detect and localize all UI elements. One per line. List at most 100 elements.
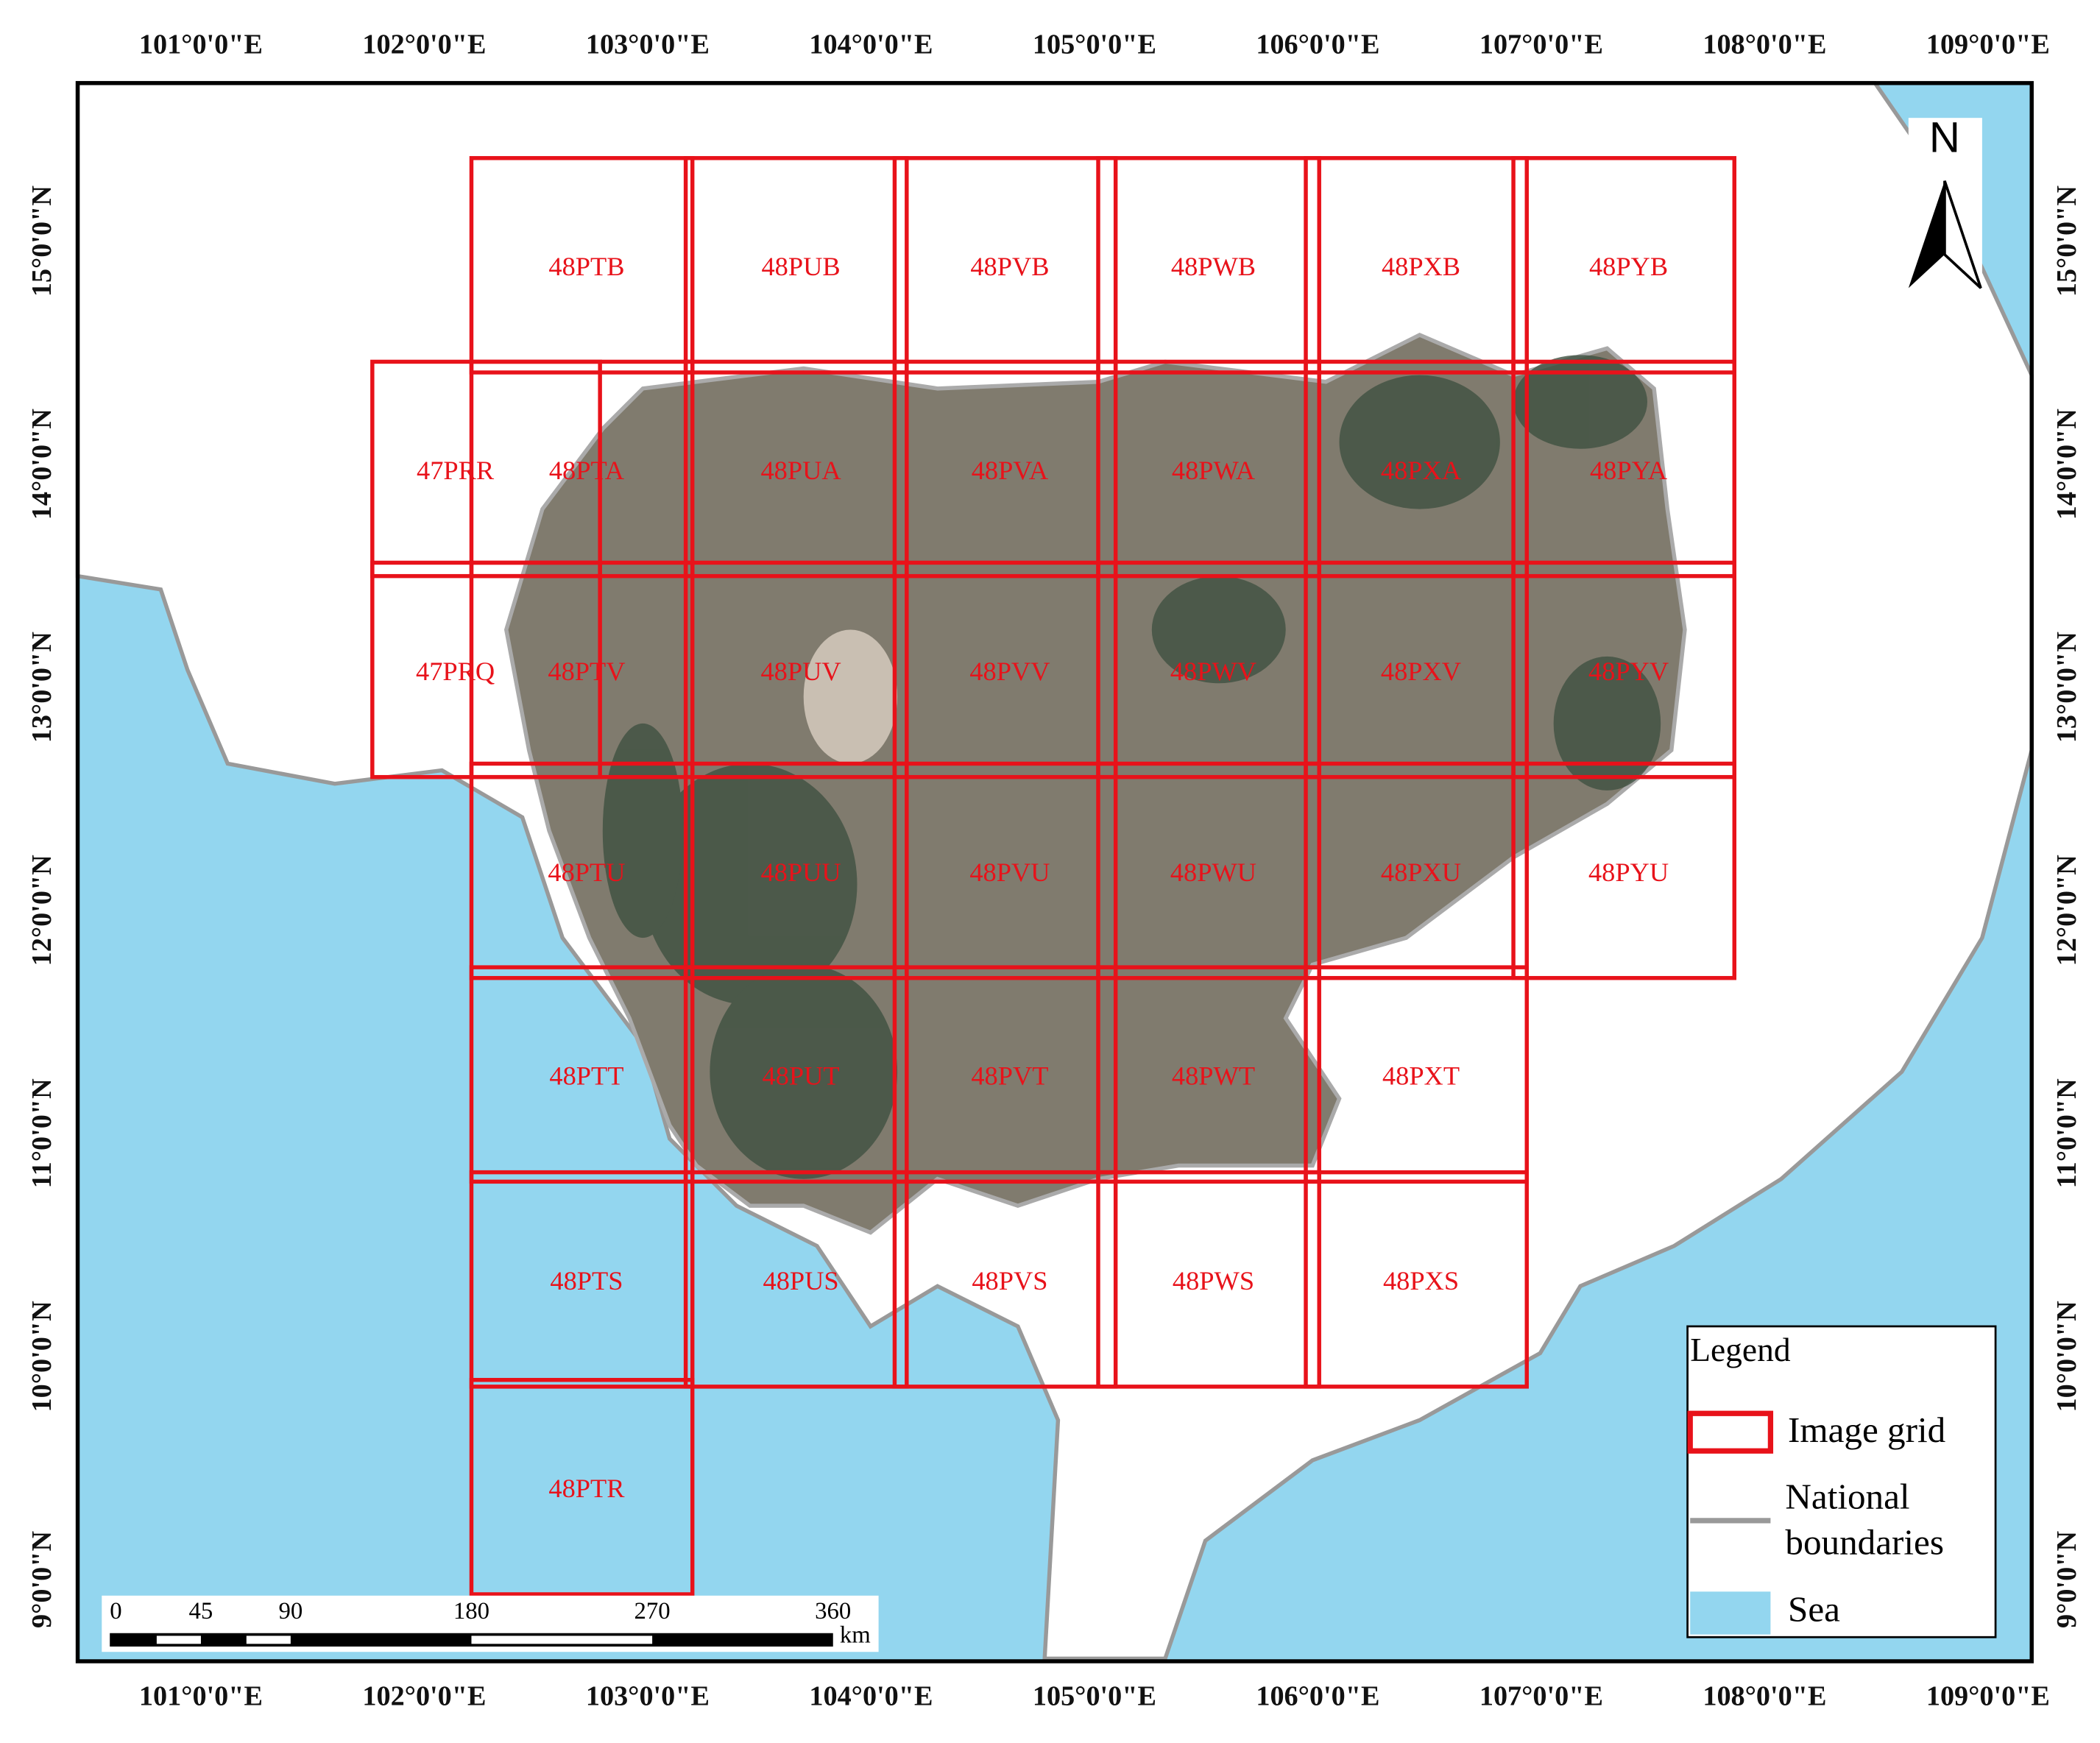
lat-label: 14°0'0"N — [2051, 409, 2082, 520]
image-grid-cell — [892, 1170, 1118, 1389]
scale-label: 45 — [189, 1598, 213, 1624]
tile-label: 48PWU — [1170, 858, 1256, 887]
lon-label: 106°0'0"E — [1256, 29, 1379, 60]
image-grid-cell — [1511, 560, 1737, 779]
lon-label: 105°0'0"E — [1033, 29, 1156, 60]
image-grid-cell — [469, 560, 695, 779]
scale-label: 90 — [278, 1598, 303, 1624]
image-grid-cell — [1304, 359, 1529, 579]
lat-label: 13°0'0"N — [2051, 632, 2082, 743]
lon-label: 105°0'0"E — [1033, 1681, 1156, 1712]
legend-item: Sea — [1788, 1589, 1840, 1630]
tile-label: 48PTT — [549, 1061, 623, 1091]
image-grid-cell — [892, 359, 1118, 579]
lat-label: 10°0'0"N — [2051, 1301, 2082, 1413]
tile-label: 48PXA — [1381, 456, 1461, 485]
tile-label: 48PYA — [1590, 456, 1667, 485]
tile-label: 48PYV — [1588, 657, 1669, 686]
lat-label: 13°0'0"N — [26, 632, 57, 743]
tile-label: 47PRR — [417, 456, 495, 485]
tile-label: 48PUT — [763, 1061, 840, 1091]
tile-label: 48PVT — [971, 1061, 1048, 1091]
scale-label: 360 — [815, 1598, 851, 1624]
lat-label: 12°0'0"N — [2051, 855, 2082, 966]
tile-label: 48PVB — [970, 252, 1049, 281]
lon-label: 108°0'0"E — [1703, 1681, 1826, 1712]
image-grid-cell — [469, 761, 695, 980]
lon-label: 102°0'0"E — [362, 1681, 486, 1712]
tile-label: 48PTS — [550, 1266, 623, 1295]
image-grid-cell — [469, 965, 695, 1184]
tile-label: 48PUU — [761, 858, 841, 887]
legend: Legend Image grid National boundaries Se… — [1686, 1325, 1997, 1638]
lon-label: 103°0'0"E — [586, 29, 710, 60]
tile-label: 48PTU — [548, 858, 625, 887]
tile-label: 48PWT — [1172, 1061, 1255, 1091]
tile-label: 48PVV — [969, 657, 1050, 686]
tile-label: 48PTR — [548, 1474, 625, 1503]
image-grid-cell — [683, 359, 909, 579]
tile-label: 47PRQ — [416, 657, 495, 686]
tile-label: 48PVS — [972, 1266, 1047, 1295]
scale-unit: km — [840, 1622, 871, 1649]
tile-label: 48PXU — [1381, 858, 1461, 887]
image-grid-cell — [892, 560, 1118, 779]
image-grid-cell — [1304, 156, 1529, 375]
image-grid-cell — [892, 965, 1118, 1184]
image-grid-cell — [1511, 156, 1737, 375]
tile-label: 48PTV — [548, 657, 625, 686]
lon-label: 107°0'0"E — [1479, 1681, 1603, 1712]
lat-label: 14°0'0"N — [26, 409, 57, 520]
tile-label: 48PXB — [1382, 252, 1460, 281]
image-grid-cell — [1096, 156, 1321, 375]
tile-label: 48PTB — [548, 252, 624, 281]
scale-label: 180 — [453, 1598, 489, 1624]
image-grid-cell — [1304, 761, 1529, 980]
lon-label: 109°0'0"E — [1926, 1681, 2050, 1712]
lat-label: 9°0'0"N — [2051, 1531, 2082, 1628]
tile-label: 48PYU — [1588, 858, 1669, 887]
lon-label: 107°0'0"E — [1479, 29, 1603, 60]
image-grid-cell — [1096, 359, 1321, 579]
lon-label: 103°0'0"E — [586, 1681, 710, 1712]
image-grid-cell — [1304, 965, 1529, 1184]
lat-label: 11°0'0"N — [26, 1078, 57, 1188]
north-arrow: N — [1908, 113, 1982, 292]
tile-label: 48PXV — [1381, 657, 1461, 686]
image-grid-cell — [469, 1170, 695, 1389]
image-grid-cell — [683, 965, 909, 1184]
tile-label: 48PUB — [762, 252, 841, 281]
image-grid-cell — [683, 560, 909, 779]
lat-label: 15°0'0"N — [26, 185, 57, 297]
lon-label: 101°0'0"E — [139, 1681, 263, 1712]
lon-label: 108°0'0"E — [1703, 29, 1826, 60]
lake — [803, 629, 898, 764]
map-frame — [75, 81, 2034, 1664]
lat-label: 15°0'0"N — [2051, 185, 2082, 297]
image-grid-cell — [1096, 965, 1321, 1184]
legend-title: Legend — [1690, 1331, 1791, 1368]
tile-label: 48PWA — [1172, 456, 1255, 485]
legend-item: National boundaries — [1785, 1476, 1944, 1563]
tile-label: 48PUA — [761, 456, 841, 485]
image-grid-cell — [1511, 359, 1737, 579]
image-grid-cell — [1096, 1170, 1321, 1389]
image-grid-cell — [1304, 1170, 1529, 1389]
lat-label: 9°0'0"N — [26, 1531, 57, 1628]
tile-label: 48PWV — [1170, 657, 1256, 686]
tile-label: 48PVU — [969, 858, 1050, 887]
tile-label: 48PTA — [549, 456, 624, 485]
image-grid-cell — [1096, 560, 1321, 779]
lon-label: 102°0'0"E — [362, 29, 486, 60]
tile-label: 48PWB — [1171, 252, 1256, 281]
lon-label: 109°0'0"E — [1926, 29, 2050, 60]
image-grid-cell — [469, 359, 695, 579]
lon-label: 101°0'0"E — [139, 29, 263, 60]
tile-label: 48PYB — [1589, 252, 1668, 281]
lat-label: 10°0'0"N — [26, 1301, 57, 1413]
image-grid-cell — [683, 761, 909, 980]
lat-label: 11°0'0"N — [2051, 1078, 2082, 1188]
lon-label: 106°0'0"E — [1256, 1681, 1379, 1712]
scale-label: 0 — [110, 1598, 121, 1624]
